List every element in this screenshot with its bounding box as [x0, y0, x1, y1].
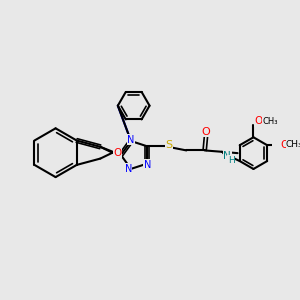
- Text: O: O: [280, 140, 288, 150]
- Text: CH₃: CH₃: [262, 117, 278, 126]
- Text: N: N: [124, 164, 132, 174]
- Text: CH₃: CH₃: [286, 140, 300, 149]
- Text: N: N: [144, 160, 151, 170]
- Text: O: O: [202, 127, 210, 137]
- Text: H: H: [228, 156, 235, 165]
- Text: N: N: [127, 135, 135, 145]
- Text: S: S: [165, 140, 172, 150]
- Text: O: O: [113, 148, 122, 158]
- Text: O: O: [255, 116, 263, 126]
- Text: N: N: [223, 151, 231, 161]
